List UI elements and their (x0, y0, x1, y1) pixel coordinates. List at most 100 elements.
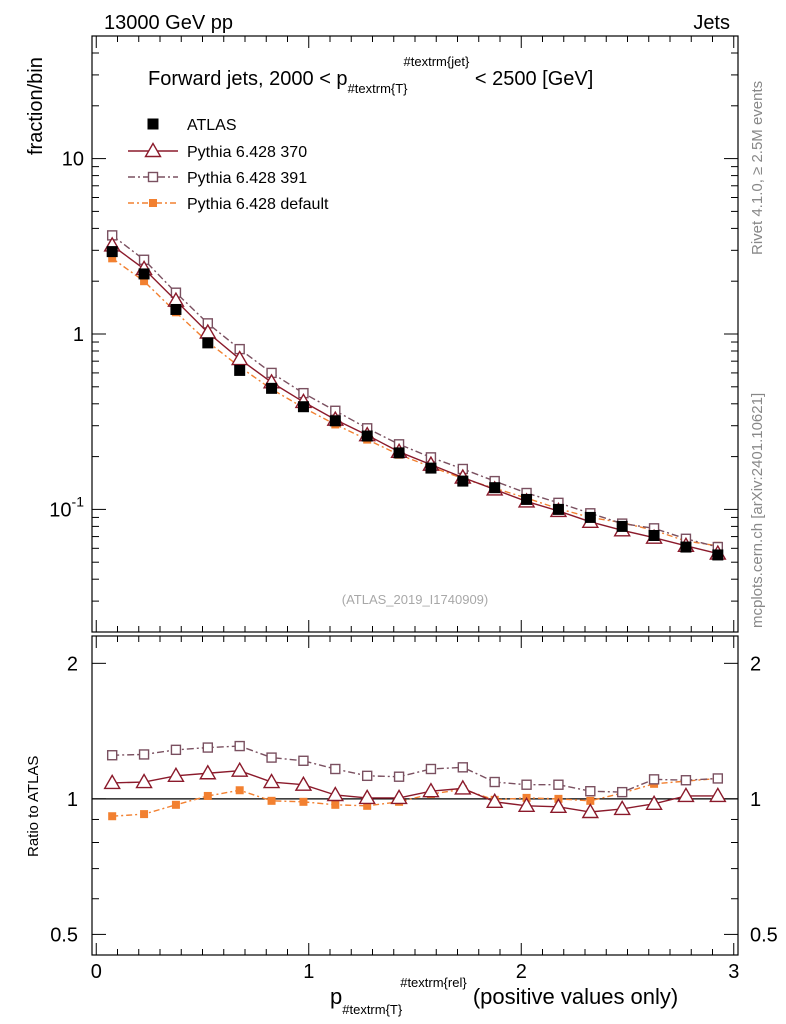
triangle-marker (167, 766, 185, 783)
mcplots-label: mcplots.cern.ch [arXiv:2401.10621] (749, 393, 766, 628)
triangle-marker (422, 782, 440, 798)
data-point (138, 268, 150, 280)
plot-frame (91, 635, 739, 956)
series-line (111, 257, 718, 547)
triangle-marker (517, 796, 536, 813)
series-line (112, 745, 718, 793)
square-open-marker (266, 752, 277, 763)
square-filled-marker (586, 796, 595, 805)
y-tick-label: 1 (73, 324, 84, 346)
triangle-marker (358, 788, 376, 805)
series-line (111, 244, 718, 555)
ratio-series-triangle (103, 761, 727, 819)
x-tick-label: 1 (303, 961, 314, 983)
data-point (521, 493, 533, 505)
data-point (457, 475, 469, 487)
main-panel: 10 1 10-1 (49, 35, 739, 633)
triangle-marker (326, 786, 345, 802)
triangle-marker (645, 794, 663, 811)
main-ylabel: fraction/bin (25, 57, 47, 155)
data-point (361, 430, 373, 442)
series-square-open (106, 230, 724, 553)
data-point (489, 482, 501, 494)
legend-label: Pythia 6.428 default (187, 196, 329, 213)
triangle-marker (390, 788, 408, 805)
square-open-marker (170, 744, 182, 756)
data-point (170, 303, 182, 315)
triangle-marker (677, 787, 695, 803)
square-filled-marker (299, 797, 308, 806)
square-open-marker (393, 771, 405, 782)
square-filled-marker (331, 800, 340, 809)
square-open-marker (585, 785, 596, 797)
square-open-marker (457, 762, 469, 773)
series-data (106, 246, 724, 561)
square-filled-marker (140, 810, 149, 819)
x-tick-label: 0 (91, 961, 102, 983)
triangle-marker (230, 350, 249, 366)
square-open-marker (616, 786, 628, 798)
triangle-marker (454, 779, 472, 795)
y-tick-label: 2 (67, 653, 78, 675)
data-point (425, 462, 437, 474)
square-open-marker (425, 763, 437, 775)
square-open-marker (712, 773, 724, 784)
legend-entry: ATLAS (147, 117, 237, 134)
legend-label: Pythia 6.428 391 (187, 170, 307, 187)
y-tick-label-right: 0.5 (750, 924, 778, 946)
process-label: Jets (693, 12, 730, 34)
square-open-marker (234, 740, 245, 752)
square-open-marker (489, 776, 500, 788)
x-tick-label: 2 (516, 961, 527, 983)
legend-label: ATLAS (187, 117, 237, 134)
square-open-marker (298, 755, 309, 766)
square-filled-marker (149, 199, 157, 207)
data-point (616, 520, 628, 532)
triangle-marker (581, 803, 600, 819)
triangle-marker (144, 142, 162, 158)
square-filled-marker (108, 812, 117, 821)
series-square-filled (108, 254, 722, 550)
series-line (111, 234, 718, 548)
data-point (648, 529, 660, 541)
legend-entry: Pythia 6.428 370 (128, 142, 307, 161)
square-open-marker (361, 770, 373, 782)
triangle-marker (230, 761, 249, 777)
main-title: Forward jets, 2000 < p#textrm{T}#textrm{… (148, 54, 593, 96)
data-point (106, 246, 118, 258)
square-open-marker (330, 763, 341, 775)
square-filled-marker (235, 786, 244, 795)
square-open-marker (648, 774, 660, 785)
square-filled-marker (140, 277, 149, 286)
legend: ATLAS Pythia 6.428 370 Pythia 6.428 391 Pyt… (128, 117, 329, 213)
square-open-marker (138, 749, 150, 760)
data-point (712, 549, 724, 561)
analysis-watermark: (ATLAS_2019_I1740909) (342, 592, 488, 607)
ratio-series-square-open (106, 740, 724, 798)
square-filled-marker (363, 801, 372, 810)
y-tick-label: 0.5 (50, 924, 78, 946)
legend-entry: Pythia 6.428 default (128, 196, 329, 213)
triangle-marker (262, 773, 281, 789)
y-tick-label-right: 2 (750, 653, 761, 675)
y-tick-label: 10-1 (49, 493, 84, 521)
series-triangle (103, 236, 727, 560)
square-open-marker (147, 171, 159, 183)
square-open-marker (106, 750, 118, 761)
energy-label: 13000 GeV pp (104, 12, 233, 34)
x-tick-label: 3 (728, 961, 739, 983)
triangle-marker (294, 775, 313, 791)
ratio-ylabel: Ratio to ATLAS (25, 756, 42, 857)
triangle-marker (103, 774, 121, 790)
y-tick-label-right: 1 (750, 789, 761, 811)
data-point (202, 337, 214, 349)
square-filled-marker (171, 800, 180, 809)
square-open-marker (680, 775, 692, 786)
data-point (393, 447, 405, 459)
x-axis-label: p#textrm{T}#textrm{rel} (positive values… (330, 975, 678, 1017)
square-open-marker (202, 742, 214, 753)
triangle-marker (135, 773, 153, 789)
data-point (297, 401, 309, 413)
square-filled-marker (108, 254, 117, 263)
